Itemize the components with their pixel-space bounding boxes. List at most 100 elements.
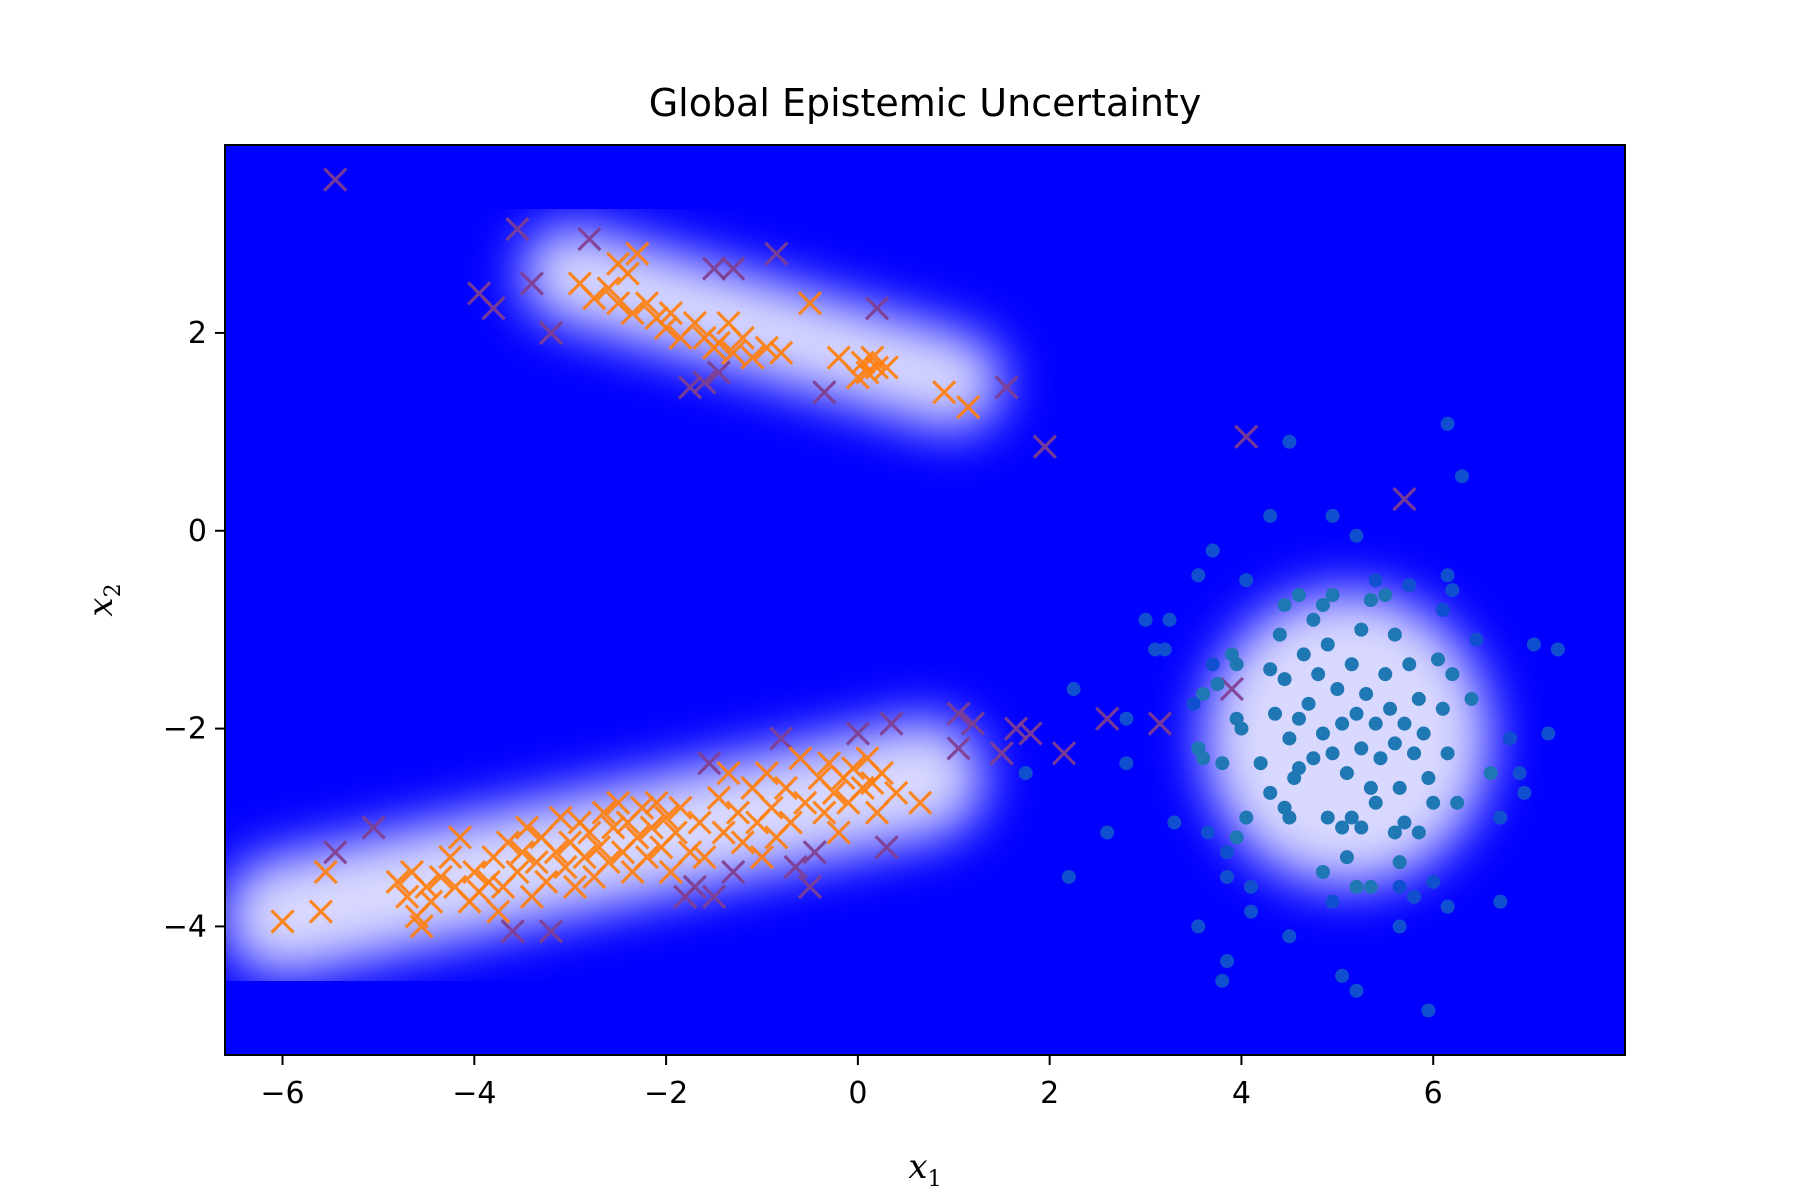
dot-point xyxy=(1450,795,1465,810)
y-axis-label: x2 xyxy=(81,583,126,616)
dot-point xyxy=(1368,795,1383,810)
cross-point xyxy=(840,756,866,781)
dot-point xyxy=(1335,968,1350,983)
dot-point xyxy=(1526,637,1541,652)
cross-point xyxy=(486,899,511,924)
cross-point xyxy=(447,825,473,850)
dot-point xyxy=(1464,691,1479,706)
dot-point xyxy=(1416,726,1431,741)
cross-point xyxy=(989,741,1014,766)
dot-point xyxy=(1215,756,1230,771)
cross-point xyxy=(653,315,679,341)
cross-point xyxy=(395,884,420,909)
cross-point xyxy=(1147,711,1173,736)
dot-point xyxy=(1402,657,1417,672)
x-axis-label: x1 xyxy=(908,1147,941,1192)
cross-point xyxy=(572,845,597,870)
cross-point xyxy=(812,800,837,825)
cross-point xyxy=(730,830,755,855)
dot-point xyxy=(1368,716,1383,731)
cross-point xyxy=(505,216,530,242)
dot-point xyxy=(1277,672,1292,687)
cross-point xyxy=(653,805,679,830)
cross-point xyxy=(908,790,933,815)
chart-title: Global Epistemic Uncertainty xyxy=(649,81,1202,125)
cross-point xyxy=(778,810,803,835)
x-tick-label: 2 xyxy=(1040,1076,1059,1111)
dot-point xyxy=(1454,469,1469,484)
dot-point xyxy=(1387,627,1402,642)
dot-point xyxy=(1272,627,1287,642)
dot-point xyxy=(1349,983,1364,998)
cross-point xyxy=(481,296,506,321)
cross-point xyxy=(596,276,621,301)
cross-point xyxy=(692,845,717,870)
dot-point xyxy=(1517,785,1532,800)
dot-point xyxy=(1306,751,1321,766)
cross-point xyxy=(845,721,871,746)
dot-point xyxy=(1229,657,1244,672)
cross-point xyxy=(793,790,818,815)
dot-point xyxy=(1315,865,1330,880)
cross-point xyxy=(797,291,823,316)
cross-point xyxy=(586,835,612,860)
cross-point xyxy=(869,760,894,786)
cross-point xyxy=(764,241,789,266)
x-tick-label: 0 xyxy=(848,1076,867,1111)
cross-point xyxy=(606,291,631,316)
dot-point xyxy=(1387,736,1402,751)
dot-point xyxy=(1229,830,1244,845)
dot-point xyxy=(1220,869,1235,884)
dot-point xyxy=(1325,894,1340,909)
dot-point xyxy=(1018,766,1033,781)
cross-point xyxy=(270,909,295,934)
dot-point xyxy=(1282,731,1297,746)
cross-point xyxy=(692,370,717,395)
cross-point xyxy=(769,726,794,751)
cross-point xyxy=(773,775,799,801)
cross-point xyxy=(730,325,755,351)
cross-point xyxy=(1051,741,1077,766)
x-tick-label: 4 xyxy=(1232,1076,1251,1111)
cross-point xyxy=(697,751,722,776)
cross-point xyxy=(677,840,703,865)
dot-point xyxy=(1220,845,1235,860)
cross-point xyxy=(682,310,707,336)
dot-point xyxy=(1320,810,1335,825)
dot-point xyxy=(1435,701,1450,716)
dot-point xyxy=(1282,434,1297,449)
cross-point xyxy=(514,815,540,840)
dot-point xyxy=(1407,889,1422,904)
cross-point xyxy=(505,859,530,885)
dot-point xyxy=(1440,746,1455,761)
y-tick-label: 0 xyxy=(188,514,207,549)
dot-point xyxy=(1196,686,1211,701)
plot-frame xyxy=(224,144,1626,1056)
dot-point xyxy=(1363,593,1378,607)
cross-point xyxy=(1032,434,1057,459)
dot-point xyxy=(1196,751,1211,766)
dot-point xyxy=(1325,746,1340,761)
cross-point xyxy=(759,795,784,820)
cross-point xyxy=(706,360,731,385)
cross-point xyxy=(874,835,899,860)
dot-point xyxy=(1205,543,1220,558)
dot-point xyxy=(1373,751,1388,766)
cross-point xyxy=(308,899,334,924)
cross-point xyxy=(706,785,731,810)
dot-point xyxy=(1234,721,1249,736)
cross-point xyxy=(721,340,746,365)
cross-point xyxy=(1392,486,1417,512)
dot-point xyxy=(1167,815,1182,830)
dot-point xyxy=(1263,785,1278,800)
dot-point xyxy=(1354,820,1369,835)
x-axis-ticks: −6 −4 −2 0 2 4 6 xyxy=(260,1055,1443,1111)
dot-point xyxy=(1335,820,1350,835)
dot-point xyxy=(1349,879,1364,894)
cross-point xyxy=(510,840,535,865)
cross-point xyxy=(658,301,684,326)
dot-point xyxy=(1325,508,1340,523)
cross-point xyxy=(740,345,765,370)
dot-point xyxy=(1493,810,1508,825)
cross-point xyxy=(769,340,794,365)
